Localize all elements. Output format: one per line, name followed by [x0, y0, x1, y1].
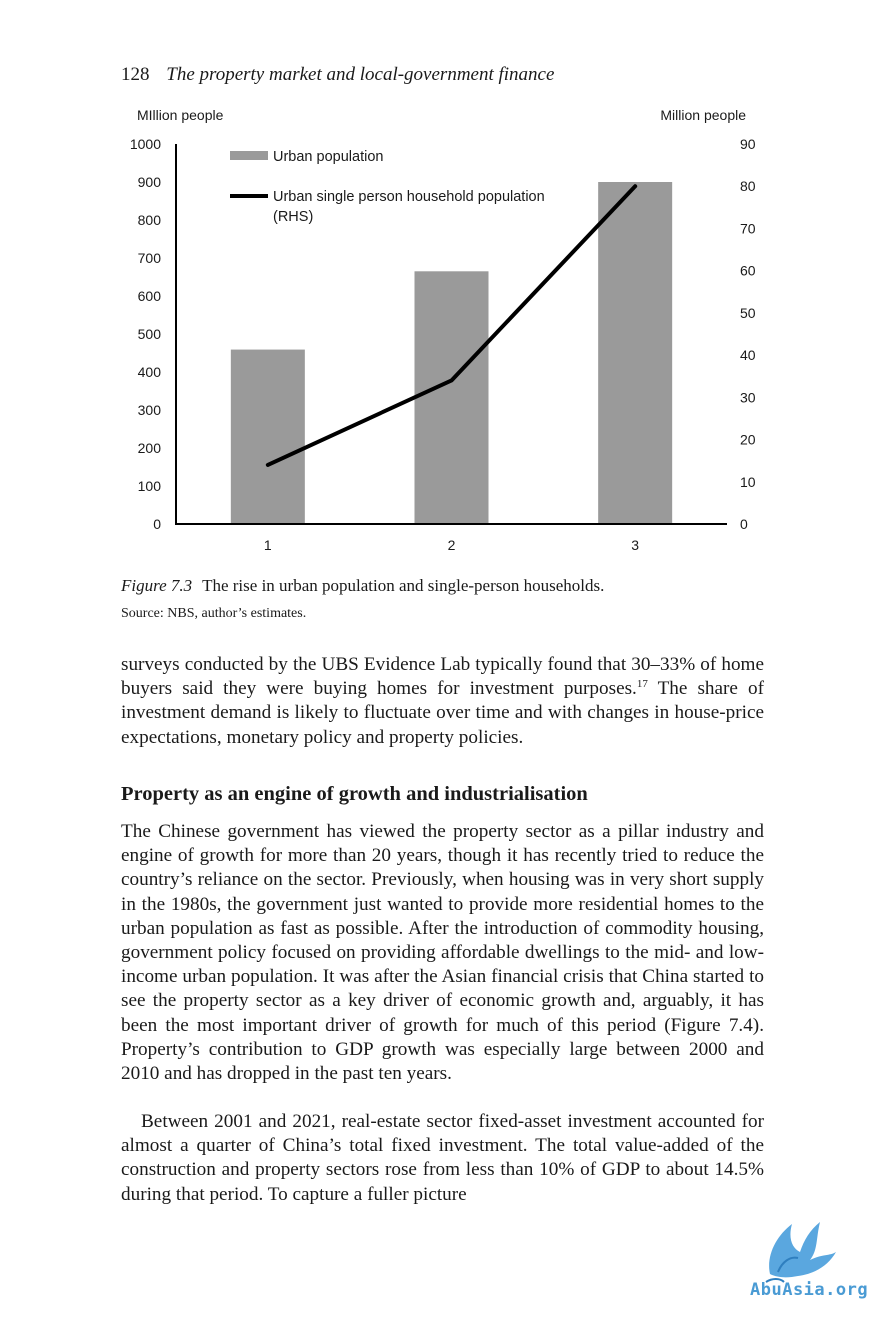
body-paragraph-3: Between 2001 and 2021, real-estate secto…: [121, 1111, 764, 1205]
line-single-person-households: [265, 184, 638, 467]
y-tick-right: 30: [740, 389, 756, 405]
paragraph-1-continuation: The share of investment demand is likely…: [121, 678, 764, 748]
legend-label-urban-population: Urban population: [273, 149, 383, 165]
y-tick-left: 700: [138, 250, 162, 266]
x-tick-label: 2: [448, 537, 456, 553]
y-tick-left: 200: [138, 440, 162, 456]
y-tick-right: 60: [740, 263, 756, 279]
paragraph-1-text: surveys conducted by the UBS Evidence La…: [121, 654, 764, 700]
body-paragraph-1: surveys conducted by the UBS Evidence La…: [121, 653, 764, 750]
y-tick-right: 50: [740, 305, 756, 321]
body-paragraph-2: The Chinese government has viewed the pr…: [121, 821, 764, 1085]
figure-caption-text: The rise in urban population and single-…: [202, 576, 605, 595]
y-tick-right: 90: [740, 136, 756, 152]
figure-7-3-chart: 0 100 200 300 400 500 600 700 800 900 1000 0 10 20 30 4…: [130, 107, 756, 553]
figure-caption: Figure 7.3 The rise in urban population …: [121, 576, 604, 596]
y-tick-left: 400: [138, 364, 162, 380]
watermark: AbuAsia.org: [748, 1212, 878, 1312]
y-tick-left: 500: [138, 326, 162, 342]
y-tick-left: 100: [138, 478, 162, 494]
page-number: 128: [121, 64, 150, 85]
y-tick-right: 0: [740, 516, 748, 532]
y-tick-left: 600: [138, 288, 162, 304]
legend-swatch-bar: [230, 151, 268, 160]
figure-source: Source: NBS, author’s estimates.: [121, 606, 307, 621]
y-axis-label-left: MIllion people: [137, 107, 224, 123]
bar-urban-population: [598, 182, 673, 524]
bar-urban-population: [230, 349, 305, 524]
y-tick-right: 80: [740, 178, 756, 194]
x-tick-label: 1: [264, 537, 272, 553]
y-tick-left: 300: [138, 402, 162, 418]
watermark-text: AbuAsia.org: [750, 1280, 869, 1300]
x-tick-label: 3: [631, 537, 639, 553]
bar-urban-population: [414, 271, 489, 524]
y-tick-right: 40: [740, 347, 756, 363]
footnote-ref[interactable]: 17: [636, 678, 648, 691]
y-tick-left: 800: [138, 212, 162, 228]
y-tick-right: 70: [740, 220, 756, 236]
legend-label-single-person: Urban single person household population…: [273, 189, 545, 225]
y-tick-left: 0: [153, 516, 161, 532]
section-heading: Property as an engine of growth and indu…: [121, 783, 588, 805]
y-tick-left: 1000: [130, 136, 161, 152]
bird-logo-icon: [765, 1222, 836, 1283]
y-axis-label-right: Million people: [660, 107, 746, 123]
legend-label-line-part: (RHS): [273, 209, 313, 225]
running-title: The property market and local-government…: [166, 64, 555, 85]
legend-label-line-part: Urban single person household population: [273, 189, 545, 205]
y-tick-right: 20: [740, 432, 756, 448]
figure-label: Figure 7.3: [121, 576, 193, 595]
y-tick-left: 900: [138, 174, 162, 190]
y-tick-right: 10: [740, 474, 756, 490]
running-head: 128 The property market and local-govern…: [121, 64, 554, 86]
